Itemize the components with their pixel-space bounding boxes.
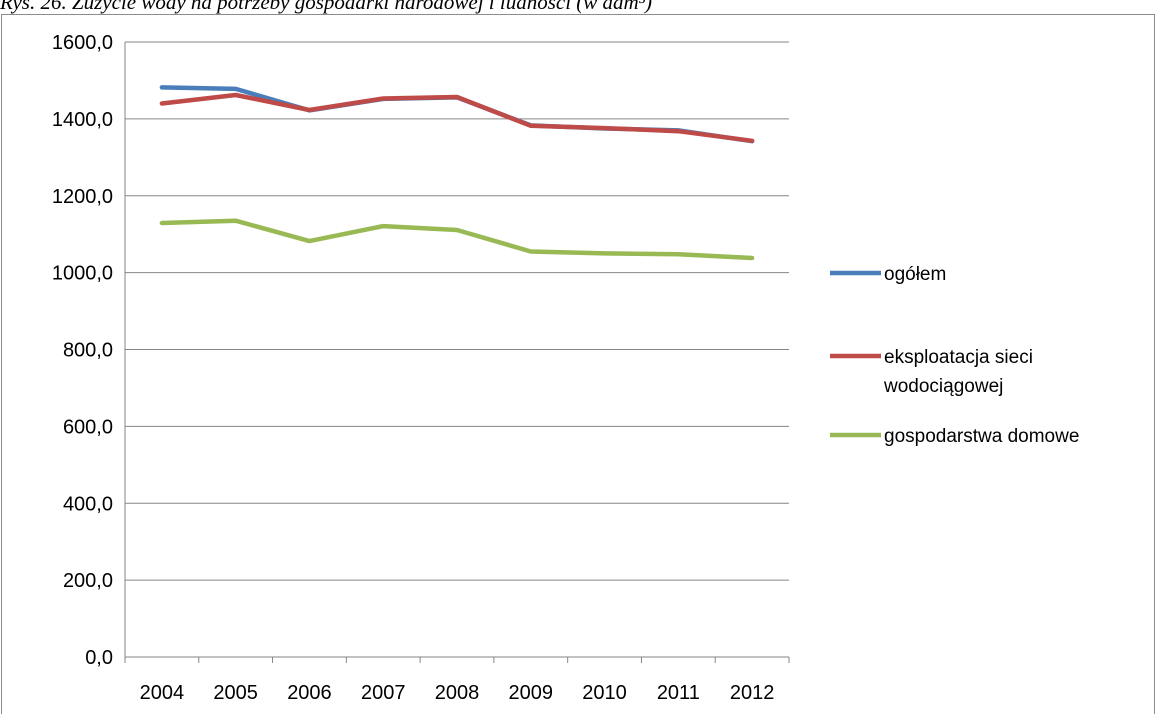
- gridlines: [125, 41, 789, 581]
- x-tick-label: 2006: [287, 682, 332, 704]
- legend-item: eksploatacja sieci wodociągowej: [830, 347, 1033, 397]
- axes: [124, 42, 790, 663]
- figure-caption: Rys. 26. Zużycie wody na potrzeby gospod…: [0, 0, 652, 14]
- y-tick-label: 800,0: [63, 340, 113, 362]
- legend-item: ogółem: [830, 264, 946, 285]
- legend-label-line: eksploatacja sieci: [884, 347, 1033, 368]
- series-lines: [159, 85, 755, 261]
- x-tick-label: 2005: [213, 682, 258, 704]
- series-line-1: [159, 92, 755, 144]
- legend-label-line: wodociągowej: [883, 376, 1003, 397]
- y-tick-label: 0,0: [85, 647, 113, 669]
- series-line-2: [159, 218, 755, 261]
- x-tick-label: 2009: [509, 682, 554, 704]
- x-tick-label: 2004: [140, 682, 185, 704]
- legend-label: eksploatacja sieci wodociągowej: [883, 347, 1033, 397]
- x-tick-label: 2011: [657, 682, 700, 704]
- y-tick-label: 400,0: [63, 493, 113, 515]
- y-tick-label: 1000,0: [52, 263, 113, 285]
- x-tick-label: 2007: [361, 682, 406, 704]
- y-tick-label: 1400,0: [52, 109, 113, 131]
- x-tick-label: 2008: [435, 682, 480, 704]
- legend-label-line: gospodarstwa domowe: [884, 426, 1079, 447]
- y-tick-label: 600,0: [63, 416, 113, 438]
- y-tick-label: 1600,0: [52, 32, 113, 54]
- legend-label: ogółem: [884, 264, 946, 285]
- legend-label: gospodarstwa domowe: [884, 426, 1079, 447]
- chart-frame: [1, 14, 1155, 714]
- x-tick-label: 2010: [582, 682, 627, 704]
- y-tick-label: 200,0: [63, 570, 113, 592]
- legend-item: gospodarstwa domowe: [830, 426, 1079, 447]
- tick-labels: 0,0 200,0 400,0 600,0 800,0 1000,0 1200,0 1400,…: [52, 32, 775, 704]
- x-tick-label: 2012: [730, 682, 775, 704]
- legend-label-line: ogółem: [884, 264, 946, 285]
- legend: ogółem eksploatacja sieci wodociągowej gosp…: [830, 264, 1079, 447]
- y-tick-label: 1200,0: [52, 186, 113, 208]
